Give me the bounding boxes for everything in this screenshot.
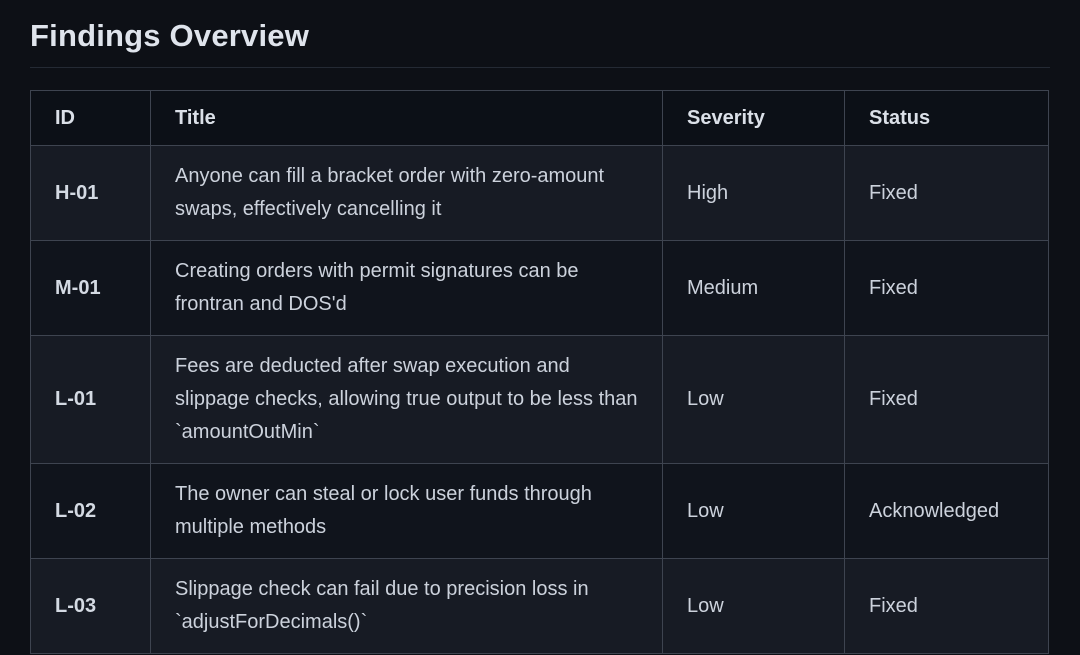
title-divider — [30, 67, 1050, 68]
finding-id: H-01 — [30, 145, 151, 241]
finding-row: L-02 The owner can steal or lock user fu… — [30, 463, 1049, 559]
finding-severity: High — [662, 145, 845, 241]
findings-table-header: ID Title Severity Status — [30, 90, 1049, 146]
page-title: Findings Overview — [30, 18, 310, 53]
column-header-id: ID — [30, 90, 151, 146]
finding-status: Fixed — [844, 240, 1049, 336]
finding-severity: Medium — [662, 240, 845, 336]
finding-title: The owner can steal or lock user funds t… — [150, 463, 663, 559]
finding-status: Fixed — [844, 335, 1049, 464]
finding-title: Slippage check can fail due to precision… — [150, 558, 663, 654]
finding-row: L-01 Fees are deducted after swap execut… — [30, 335, 1049, 464]
finding-id: L-03 — [30, 558, 151, 654]
finding-status: Fixed — [844, 558, 1049, 654]
finding-id: L-01 — [30, 335, 151, 464]
column-header-title: Title — [150, 90, 663, 146]
column-header-status: Status — [844, 90, 1049, 146]
finding-status: Acknowledged — [844, 463, 1049, 559]
finding-title: Anyone can fill a bracket order with zer… — [150, 145, 663, 241]
finding-row: H-01 Anyone can fill a bracket order wit… — [30, 145, 1049, 241]
finding-row: M-01 Creating orders with permit signatu… — [30, 240, 1049, 336]
finding-row: L-03 Slippage check can fail due to prec… — [30, 558, 1049, 654]
findings-table: ID Title Severity Status H-01 Anyone can… — [30, 90, 1049, 654]
finding-status: Fixed — [844, 145, 1049, 241]
column-header-severity: Severity — [662, 90, 845, 146]
finding-severity: Low — [662, 558, 845, 654]
finding-title: Fees are deducted after swap execution a… — [150, 335, 663, 464]
finding-id: L-02 — [30, 463, 151, 559]
finding-id: M-01 — [30, 240, 151, 336]
finding-severity: Low — [662, 335, 845, 464]
header-row: ID Title Severity Status — [30, 90, 1049, 146]
finding-title: Creating orders with permit signatures c… — [150, 240, 663, 336]
findings-table-body: H-01 Anyone can fill a bracket order wit… — [30, 145, 1049, 654]
finding-severity: Low — [662, 463, 845, 559]
